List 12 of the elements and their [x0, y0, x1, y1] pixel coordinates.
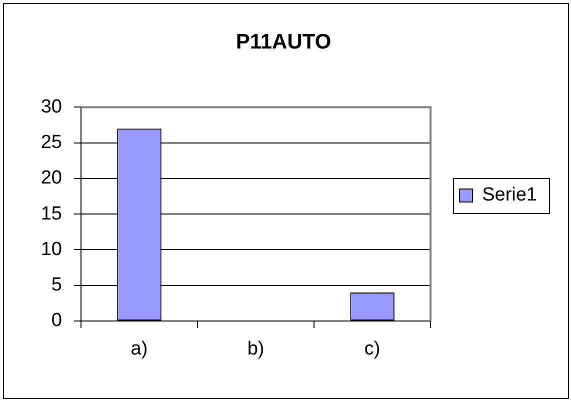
y-tick-label: 25 — [40, 132, 62, 154]
x-tick-label: c) — [364, 338, 380, 360]
x-tick-label: b) — [247, 338, 264, 360]
x-tick-label: a) — [130, 338, 148, 360]
y-tick-label: 30 — [40, 96, 62, 118]
y-tick-label: 20 — [40, 168, 62, 189]
y-tick-label: 15 — [40, 203, 62, 224]
legend-label: Serie1 — [482, 184, 537, 206]
y-tick-label: 5 — [51, 274, 62, 296]
y-tick-label: 10 — [40, 238, 62, 260]
chart-title: P11AUTO — [236, 30, 332, 54]
y-tick-label: 0 — [51, 310, 62, 332]
